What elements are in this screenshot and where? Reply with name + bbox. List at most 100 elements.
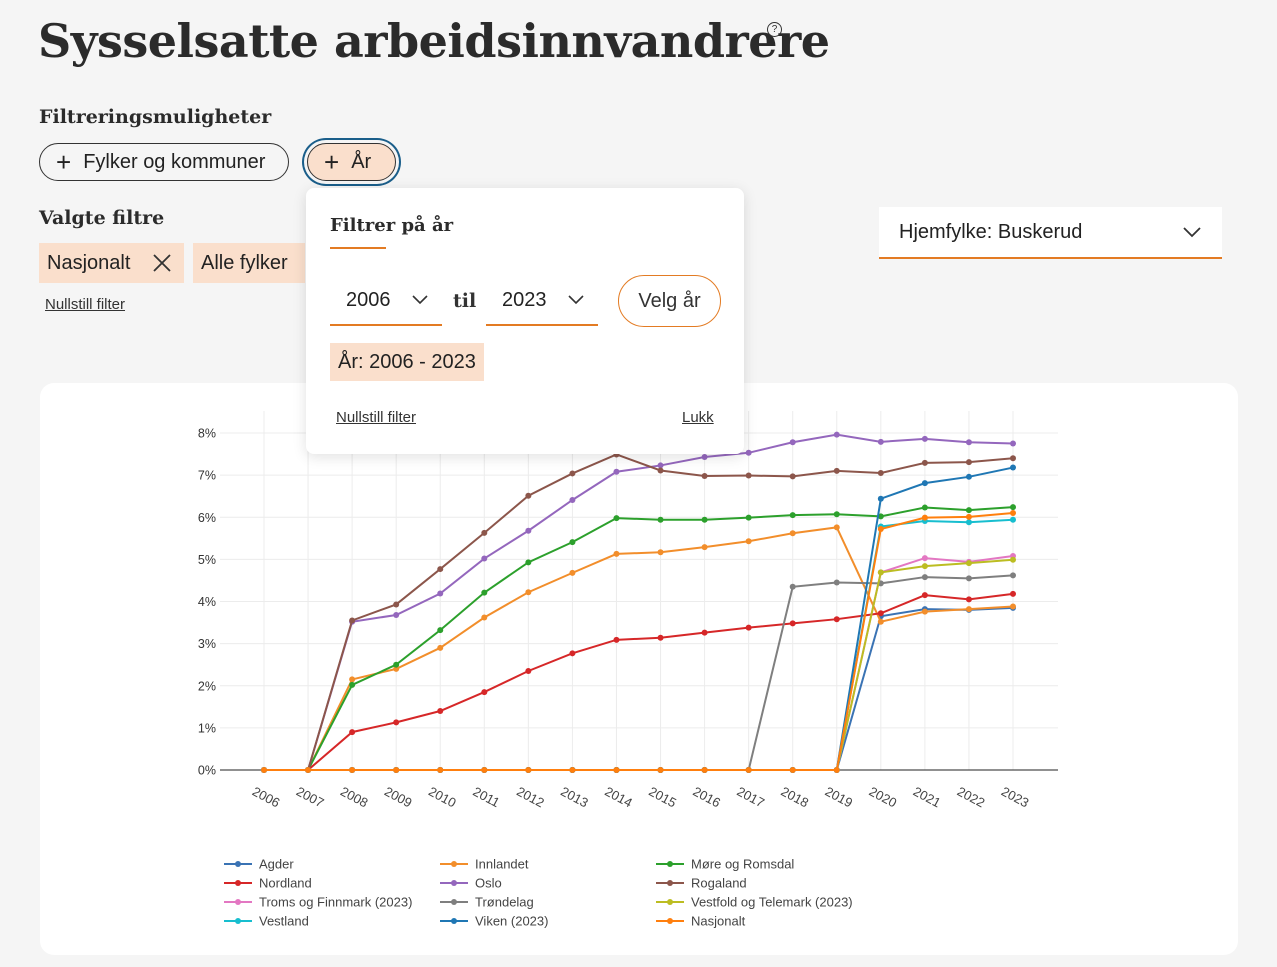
data-point[interactable]	[921, 563, 928, 570]
data-point[interactable]	[481, 767, 488, 773]
data-point[interactable]	[305, 767, 312, 773]
legend-item[interactable]: Nordland	[224, 876, 312, 891]
data-point[interactable]	[701, 629, 708, 636]
data-point[interactable]	[525, 527, 532, 534]
data-point[interactable]	[701, 472, 708, 479]
legend-item[interactable]: Vestfold og Telemark (2023)	[656, 895, 853, 910]
to-year-select[interactable]: 2023	[486, 276, 598, 326]
data-point[interactable]	[965, 507, 972, 514]
data-point[interactable]	[877, 526, 884, 533]
data-point[interactable]	[525, 559, 532, 566]
data-point[interactable]	[613, 767, 620, 773]
data-point[interactable]	[393, 661, 400, 668]
legend-item[interactable]: Oslo	[440, 876, 502, 891]
data-point[interactable]	[789, 583, 796, 590]
data-point[interactable]	[437, 590, 444, 597]
data-point[interactable]	[569, 767, 576, 773]
data-point[interactable]	[349, 767, 356, 773]
data-point[interactable]	[921, 574, 928, 581]
data-point[interactable]	[481, 614, 488, 621]
data-point[interactable]	[965, 519, 972, 526]
data-point[interactable]	[569, 496, 576, 503]
data-point[interactable]	[877, 513, 884, 520]
data-point[interactable]	[393, 611, 400, 618]
data-point[interactable]	[657, 467, 664, 474]
data-point[interactable]	[833, 431, 840, 438]
legend-item[interactable]: Troms og Finnmark (2023)	[224, 895, 412, 910]
data-point[interactable]	[877, 618, 884, 625]
data-point[interactable]	[833, 467, 840, 474]
legend-item[interactable]: Agder	[224, 857, 294, 872]
data-point[interactable]	[1010, 504, 1016, 511]
from-year-select[interactable]: 2006	[330, 276, 442, 326]
data-point[interactable]	[921, 435, 928, 442]
data-point[interactable]	[833, 767, 840, 773]
data-point[interactable]	[349, 617, 356, 624]
data-point[interactable]	[569, 650, 576, 657]
close-icon[interactable]	[152, 253, 172, 273]
data-point[interactable]	[789, 473, 796, 480]
data-point[interactable]	[701, 454, 708, 461]
data-point[interactable]	[789, 512, 796, 519]
data-point[interactable]	[921, 504, 928, 511]
data-point[interactable]	[393, 767, 400, 773]
data-point[interactable]	[613, 515, 620, 522]
data-point[interactable]	[525, 492, 532, 499]
data-point[interactable]	[261, 767, 267, 773]
data-point[interactable]	[481, 589, 488, 596]
data-point[interactable]	[569, 539, 576, 546]
data-point[interactable]	[833, 579, 840, 586]
data-point[interactable]	[965, 473, 972, 480]
data-point[interactable]	[613, 468, 620, 475]
popup-reset-filter-link[interactable]: Nullstill filter	[336, 409, 417, 426]
data-point[interactable]	[745, 514, 752, 521]
data-point[interactable]	[569, 470, 576, 477]
data-point[interactable]	[525, 767, 532, 773]
data-point[interactable]	[701, 516, 708, 523]
data-point[interactable]	[525, 668, 532, 675]
data-point[interactable]	[1010, 510, 1016, 517]
data-point[interactable]	[833, 524, 840, 531]
data-point[interactable]	[1010, 556, 1016, 563]
question-circle-icon[interactable]: ?	[767, 22, 782, 37]
data-point[interactable]	[877, 438, 884, 445]
data-point[interactable]	[789, 439, 796, 446]
legend-item[interactable]: Trøndelag	[440, 895, 534, 910]
data-point[interactable]	[525, 589, 532, 596]
data-point[interactable]	[965, 575, 972, 582]
data-point[interactable]	[1010, 464, 1016, 471]
data-point[interactable]	[481, 689, 488, 696]
data-point[interactable]	[437, 627, 444, 634]
data-point[interactable]	[965, 606, 972, 613]
data-point[interactable]	[745, 538, 752, 545]
year-filter-button[interactable]: + År	[307, 143, 396, 181]
data-point[interactable]	[657, 767, 664, 773]
data-point[interactable]	[349, 729, 356, 736]
legend-item[interactable]: Innlandet	[440, 857, 529, 872]
data-point[interactable]	[1010, 440, 1016, 447]
data-point[interactable]	[657, 516, 664, 523]
data-point[interactable]	[921, 480, 928, 487]
data-point[interactable]	[833, 511, 840, 518]
data-point[interactable]	[393, 601, 400, 608]
data-point[interactable]	[349, 676, 356, 683]
legend-item[interactable]: Viken (2023)	[440, 914, 548, 929]
data-point[interactable]	[745, 472, 752, 479]
data-point[interactable]	[921, 608, 928, 615]
data-point[interactable]	[877, 610, 884, 617]
data-point[interactable]	[789, 620, 796, 627]
reset-filter-link[interactable]: Nullstill filter	[45, 296, 126, 313]
data-point[interactable]	[877, 495, 884, 502]
data-point[interactable]	[613, 636, 620, 643]
home-county-select[interactable]: Hjemfylke: Buskerud	[879, 207, 1222, 259]
data-point[interactable]	[1010, 516, 1016, 523]
data-point[interactable]	[613, 550, 620, 557]
data-point[interactable]	[569, 569, 576, 576]
data-point[interactable]	[877, 569, 884, 576]
data-point[interactable]	[921, 555, 928, 562]
data-point[interactable]	[349, 681, 356, 688]
data-point[interactable]	[657, 462, 664, 469]
data-point[interactable]	[393, 665, 400, 672]
legend-item[interactable]: Vestland	[224, 914, 309, 929]
data-point[interactable]	[965, 459, 972, 466]
